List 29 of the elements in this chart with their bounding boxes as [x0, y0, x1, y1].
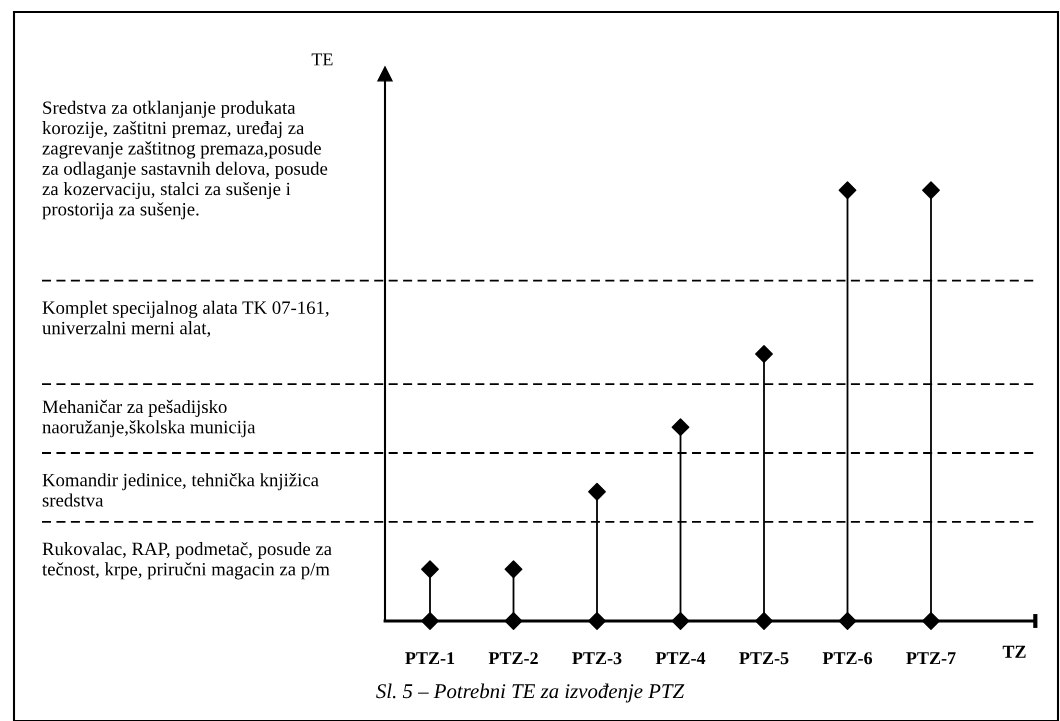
text: Sredstva za otklanjanje produkata korozije, zaštitni premaz, uređaj za zagrevanje zaštitnog premaza,posude za odlaganje sastavnih delova, posude za kozervaciju, stalci za sušenje i prostorija za sušenje. [42, 100, 328, 220]
point [588, 612, 606, 630]
text: Sl. 5 – Potrebni TE za izvođenje PTZ [376, 683, 685, 703]
text: Rukovalac, RAP, podmetač, posude za tečnost, krpe, priručni magacin za p/m [42, 542, 332, 580]
point [922, 181, 940, 200]
point [504, 560, 523, 579]
text: Komplet specijalnog alata TK 07-161, univerzalni merni alat, [42, 300, 329, 338]
point [421, 560, 439, 579]
point [838, 612, 857, 630]
point [922, 612, 940, 630]
x-tick-label: PTZ-1 [405, 652, 455, 665]
point [755, 345, 773, 363]
point [588, 482, 606, 501]
point [504, 612, 523, 630]
x-tick-label: PTZ-3 [572, 652, 622, 665]
text: Komandir jedinice, tehnička knjižica sredstva [42, 473, 319, 507]
x-tick-label: PTZ-5 [739, 652, 789, 665]
text: Mehaničar za pešadijsko naoružanje,školska municija [42, 399, 256, 438]
point [671, 612, 690, 630]
x-axis-title: TZ [1002, 645, 1026, 658]
x-tick-label: PTZ-7 [906, 652, 956, 665]
point [671, 418, 690, 437]
x-tick-label: PTZ-6 [822, 652, 873, 665]
text: TE [311, 53, 333, 66]
point [755, 612, 773, 630]
point [421, 612, 439, 630]
point [838, 181, 857, 200]
x-tick-label: PTZ-2 [488, 652, 538, 665]
x-tick-label: PTZ-4 [655, 652, 706, 665]
